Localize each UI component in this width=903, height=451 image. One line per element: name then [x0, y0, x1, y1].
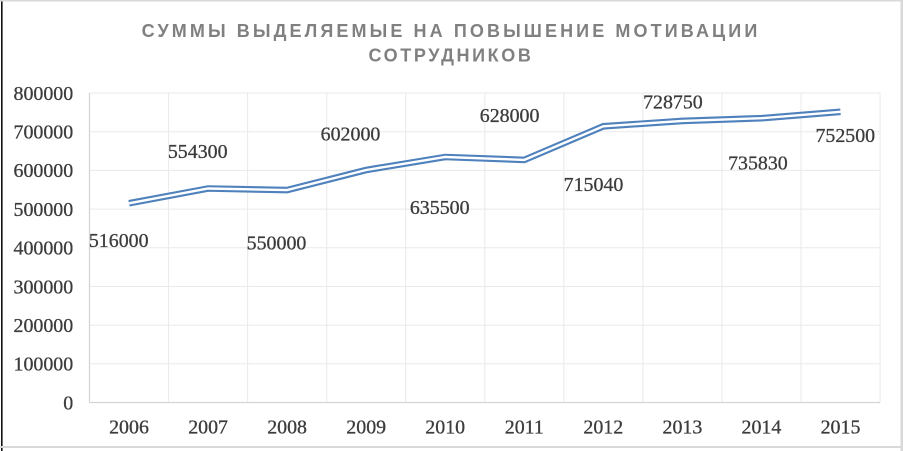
svg-text:100000: 100000: [14, 354, 74, 376]
svg-text:2007: 2007: [188, 416, 228, 438]
svg-text:2014: 2014: [742, 416, 782, 438]
svg-text:2015: 2015: [821, 416, 861, 438]
svg-text:550000: 550000: [247, 232, 307, 254]
svg-text:2012: 2012: [583, 416, 623, 438]
svg-text:635500: 635500: [410, 197, 470, 219]
svg-text:СОТРУДНИКОВ: СОТРУДНИКОВ: [369, 45, 534, 65]
svg-text:2010: 2010: [425, 416, 465, 438]
svg-text:2009: 2009: [346, 416, 386, 438]
svg-text:602000: 602000: [321, 123, 381, 145]
svg-text:200000: 200000: [14, 315, 74, 337]
svg-text:2013: 2013: [663, 416, 703, 438]
svg-text:600000: 600000: [14, 160, 74, 182]
svg-text:735830: 735830: [728, 152, 788, 174]
svg-text:800000: 800000: [14, 83, 74, 105]
svg-text:500000: 500000: [14, 199, 74, 221]
svg-text:0: 0: [63, 392, 73, 414]
svg-text:700000: 700000: [14, 121, 74, 143]
svg-text:2008: 2008: [267, 416, 307, 438]
svg-text:СУММЫ ВЫДЕЛЯЕМЫЕ НА ПОВЫШЕНИЕ: СУММЫ ВЫДЕЛЯЕМЫЕ НА ПОВЫШЕНИЕ МОТИВАЦИИ: [142, 21, 761, 41]
svg-text:2006: 2006: [109, 416, 149, 438]
svg-text:752500: 752500: [815, 125, 875, 147]
svg-text:715040: 715040: [564, 174, 624, 196]
svg-text:628000: 628000: [480, 105, 540, 127]
svg-text:400000: 400000: [14, 238, 74, 260]
svg-text:516000: 516000: [89, 230, 149, 252]
svg-text:2011: 2011: [505, 416, 544, 438]
svg-text:554300: 554300: [168, 141, 228, 163]
svg-text:300000: 300000: [14, 276, 74, 298]
svg-text:728750: 728750: [643, 91, 703, 113]
